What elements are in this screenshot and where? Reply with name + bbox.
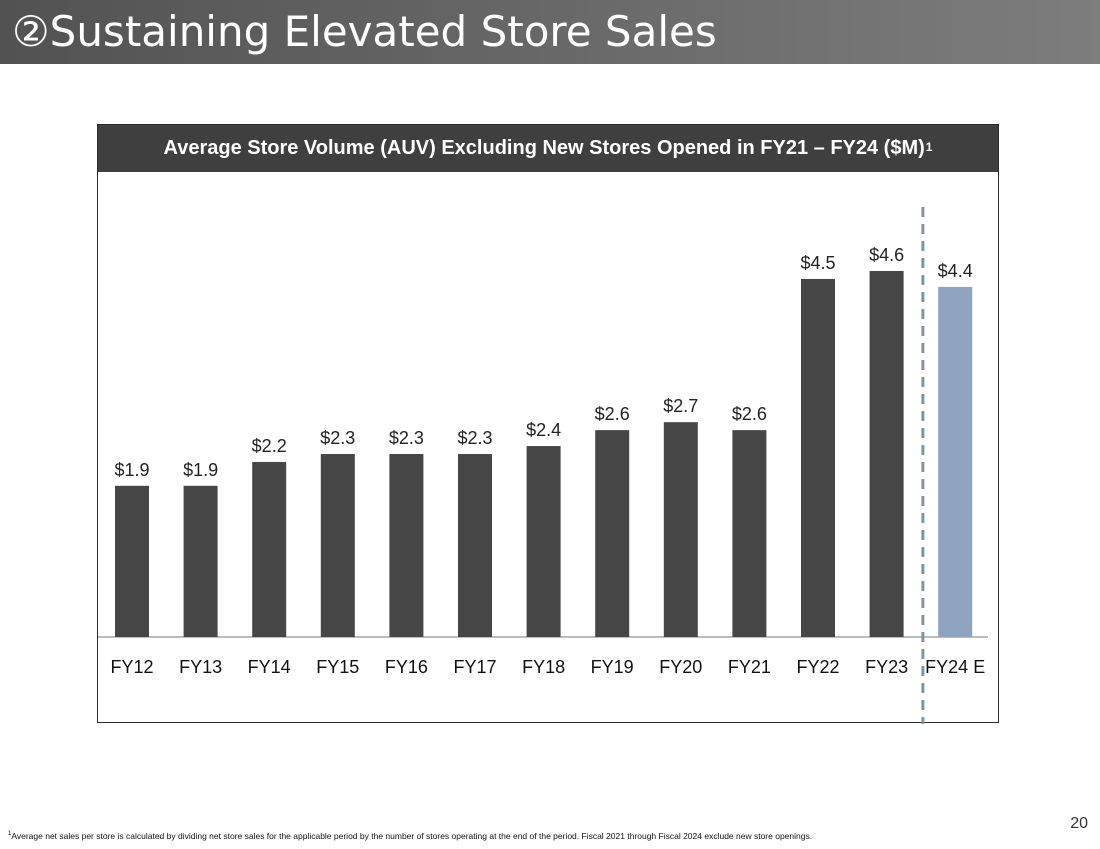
footnote-text: Average net sales per store is calculate… [11,831,813,841]
bar-fy19 [595,430,630,637]
x-tick-label: FY12 [110,657,153,677]
x-tick-label: FY20 [659,657,702,677]
bar-fy18 [526,446,561,637]
data-label: $2.3 [320,428,355,448]
bar-fy14 [252,461,287,637]
x-tick-label: FY18 [522,657,565,677]
bar-fy13 [183,485,218,637]
data-label: $2.6 [595,404,630,424]
bar-fy22 [801,278,835,637]
bar-fy15 [320,454,355,637]
x-tick-label: FY22 [796,657,839,677]
bar-fy16 [389,454,424,637]
x-tick-label: FY15 [316,657,359,677]
x-tick-label: FY19 [591,657,634,677]
footnote: 1Average net sales per store is calculat… [8,831,812,841]
x-tick-label: FY23 [865,657,908,677]
x-tick-label: FY13 [179,657,222,677]
data-label: $1.9 [183,460,218,480]
x-tick-label: FY17 [453,657,496,677]
slide-title: ②Sustaining Elevated Store Sales [12,4,717,60]
bar-fy12 [115,485,149,637]
chart-title-footnote-marker: 1 [925,139,933,154]
data-label: $2.7 [663,396,698,416]
x-tick-label: FY16 [385,657,428,677]
data-label: $2.4 [526,420,561,440]
x-tick-label: FY14 [248,657,291,677]
slide-title-text: Sustaining Elevated Store Sales [49,7,717,56]
page-number: 20 [1070,815,1088,832]
x-tick-label: FY21 [728,657,771,677]
bar-fy24-e [938,286,973,637]
section-number-icon: ② [12,7,50,56]
x-tick-label: FY24 E [925,657,985,677]
data-label: $2.3 [457,428,492,448]
chart-frame: Average Store Volume (AUV) Excluding New… [97,124,999,724]
footnote-marker: 1 [8,831,12,838]
data-label: $2.2 [252,436,287,456]
data-label: $4.5 [800,253,835,273]
bar-fy21 [732,430,767,637]
bar-fy17 [458,454,492,637]
bar-fy20 [663,422,698,637]
data-label: $4.6 [869,245,904,265]
bar-fy23 [869,271,904,637]
bar-chart: $1.9 FY12 $1.9 FY13 $2.2 FY14 $2.3 FY15 $2.3 FY16… [98,207,988,724]
title-bar: ②Sustaining Elevated Store Sales [0,0,1100,64]
data-label: $2.6 [732,404,767,424]
data-label: $1.9 [114,460,149,480]
data-label: $4.4 [938,261,973,281]
chart-title-text: Average Store Volume (AUV) Excluding New… [163,137,925,159]
data-label: $2.3 [389,428,424,448]
chart-title: Average Store Volume (AUV) Excluding New… [98,125,998,172]
